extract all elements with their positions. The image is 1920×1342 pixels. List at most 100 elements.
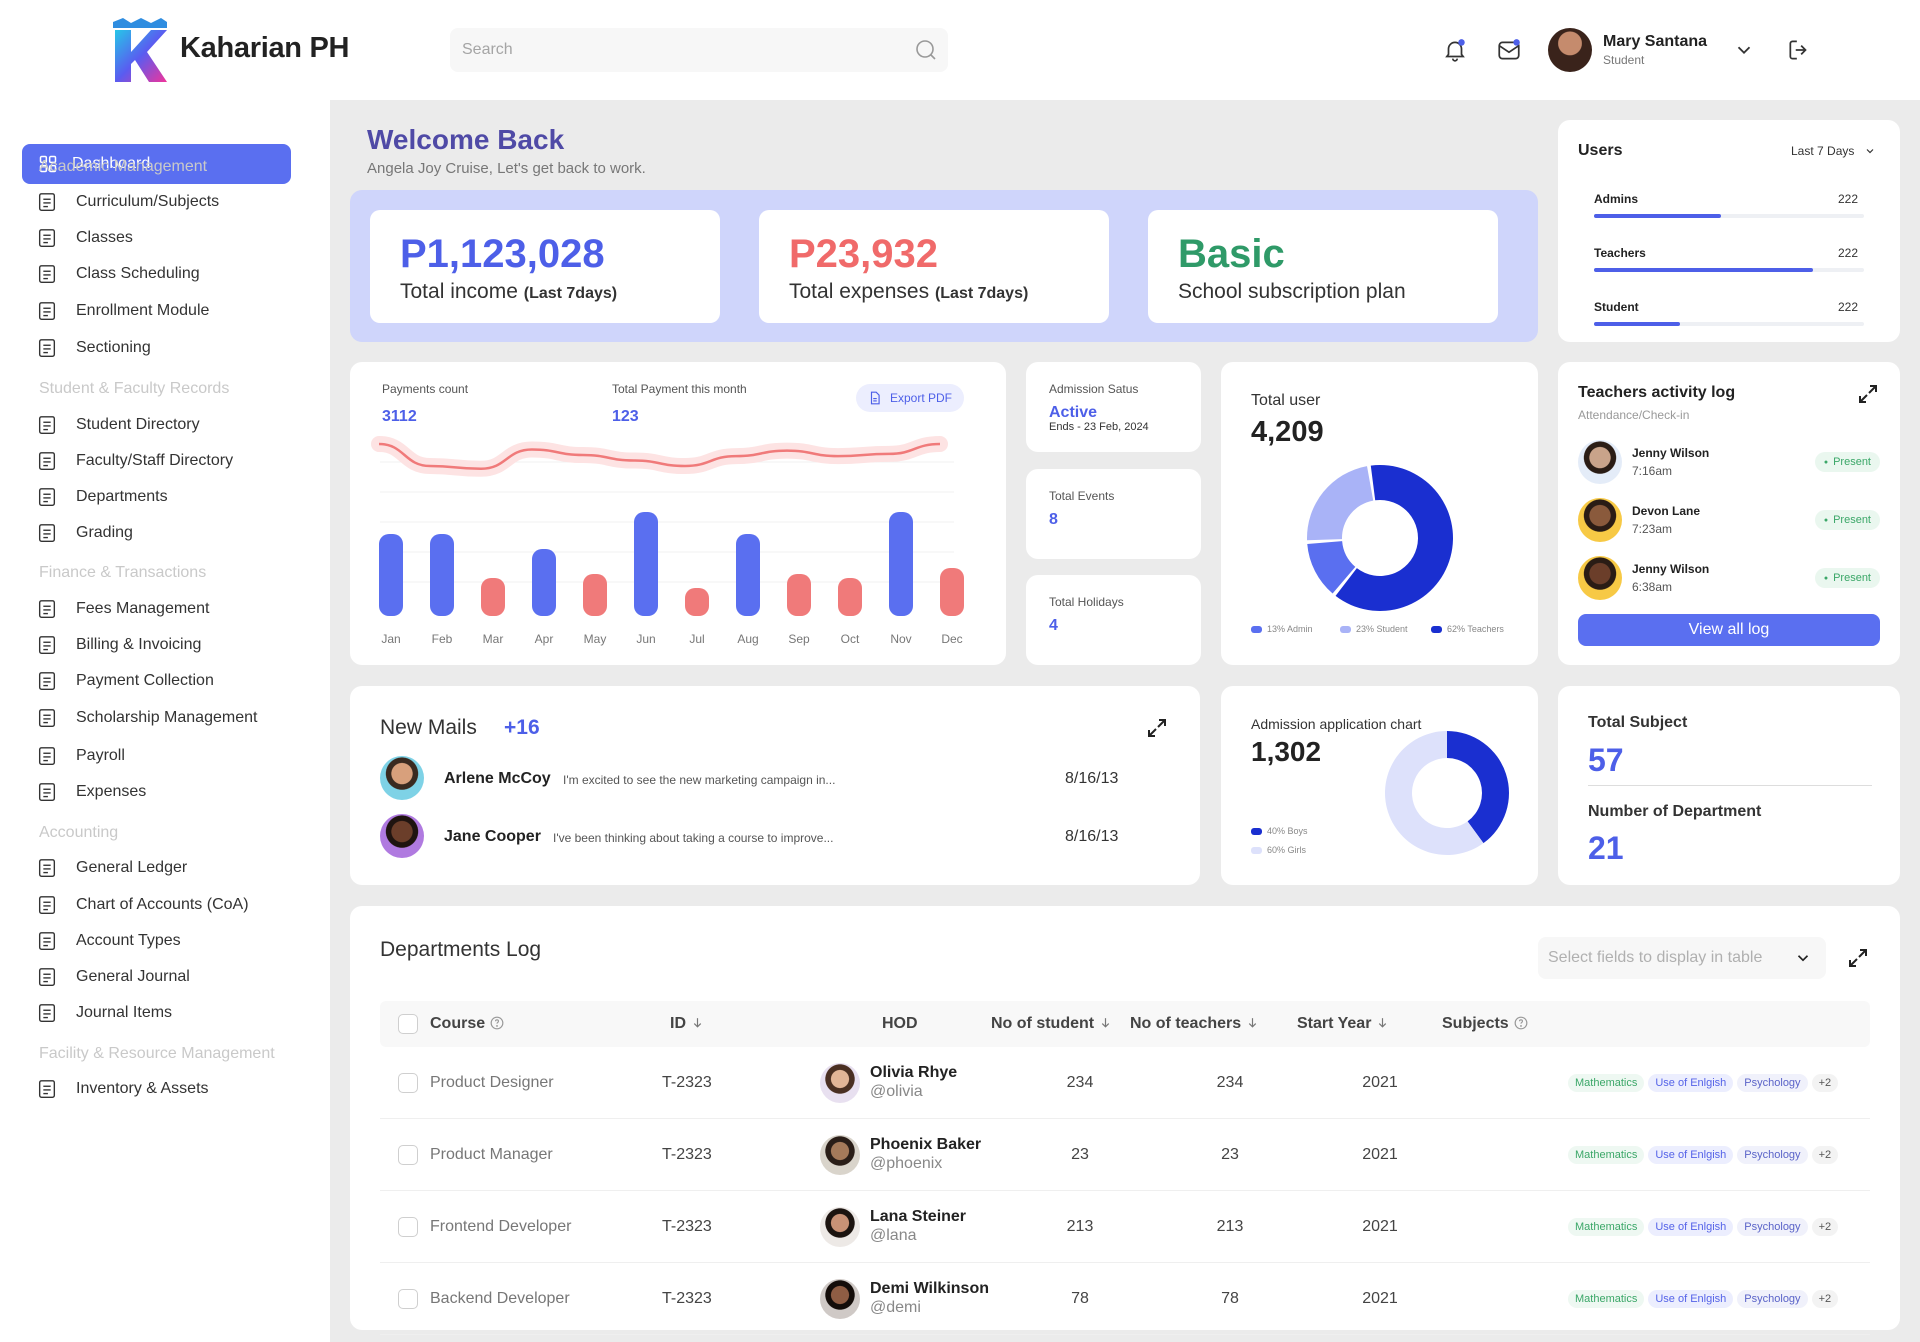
- users-row-value: 222: [1838, 300, 1859, 314]
- select-all-checkbox[interactable]: [398, 1014, 418, 1034]
- export-pdf-button[interactable]: Export PDF: [856, 384, 964, 412]
- sidebar-item-departments[interactable]: Departments: [36, 485, 168, 509]
- subjects-cell: Mathematics Use of Enlgish Psychology +2: [1568, 1145, 1842, 1164]
- id-cell: T-2323: [662, 1074, 712, 1091]
- subject-chip[interactable]: Use of Enlgish: [1648, 1218, 1734, 1236]
- table-row[interactable]: Product Designer T-2323 Olivia Rhye @olivia…: [380, 1047, 1870, 1119]
- mail-preview[interactable]: I'm excited to see the new marketing cam…: [563, 773, 836, 787]
- subject-chip[interactable]: Psychology: [1737, 1290, 1808, 1308]
- subject-chip[interactable]: Mathematics: [1568, 1146, 1645, 1164]
- row-checkbox[interactable]: [398, 1073, 418, 1093]
- chevron-down-icon[interactable]: [1733, 39, 1755, 61]
- sidebar-item-scholarship-management[interactable]: Scholarship Management: [36, 706, 257, 730]
- subject-chip[interactable]: +2: [1811, 1146, 1839, 1164]
- sidebar-item-journal-items[interactable]: Journal Items: [36, 1001, 172, 1025]
- mail-sender[interactable]: Jane Cooper: [444, 828, 541, 845]
- expand-icon[interactable]: [1846, 946, 1870, 970]
- user-avatar[interactable]: [1548, 28, 1592, 72]
- sidebar-item-label: Billing & Invoicing: [76, 636, 202, 653]
- subject-chip[interactable]: Mathematics: [1568, 1074, 1645, 1092]
- subject-chip[interactable]: Use of Enlgish: [1648, 1074, 1734, 1092]
- students-cell: 23: [1071, 1146, 1089, 1163]
- column-header[interactable]: Start Year: [1297, 1015, 1389, 1033]
- expand-icon[interactable]: [1856, 382, 1880, 406]
- sidebar-item-fees-management[interactable]: Fees Management: [36, 597, 209, 621]
- sidebar-section-title: Finance & Transactions: [39, 564, 207, 581]
- table-header: Course ID HOD No of student No of teachers St…: [380, 1001, 1870, 1047]
- mail-preview[interactable]: I've been thinking about taking a course…: [553, 831, 834, 845]
- subject-chip[interactable]: Use of Enlgish: [1648, 1290, 1734, 1308]
- sidebar-item-billing-invoicing[interactable]: Billing & Invoicing: [36, 633, 201, 657]
- sidebar-item-payroll[interactable]: Payroll: [36, 744, 125, 768]
- row-checkbox[interactable]: [398, 1217, 418, 1237]
- fields-select[interactable]: Select fields to display in table: [1538, 937, 1826, 979]
- sidebar-item-class-scheduling[interactable]: Class Scheduling: [36, 262, 200, 286]
- row-checkbox[interactable]: [398, 1145, 418, 1165]
- sort-down-icon[interactable]: [1376, 1016, 1389, 1029]
- sidebar-item-student-directory[interactable]: Student Directory: [36, 413, 200, 437]
- sidebar: Dashboard Academic Management Curriculum/…: [0, 100, 330, 1342]
- search-icon[interactable]: [914, 38, 938, 62]
- bell-icon[interactable]: [1442, 37, 1468, 63]
- brand-logo[interactable]: [111, 18, 169, 84]
- sidebar-item-inventory-assets[interactable]: Inventory & Assets: [36, 1077, 209, 1101]
- payments-count-value: 3112: [382, 408, 417, 425]
- sidebar-item-sectioning[interactable]: Sectioning: [36, 336, 151, 360]
- sort-down-icon[interactable]: [691, 1016, 704, 1029]
- users-range-select[interactable]: Last 7 Days: [1791, 144, 1876, 158]
- subject-chip[interactable]: Psychology: [1737, 1074, 1808, 1092]
- logout-icon[interactable]: [1786, 37, 1812, 63]
- sidebar-item-enrollment-module[interactable]: Enrollment Module: [36, 299, 209, 323]
- subject-chip[interactable]: Psychology: [1737, 1146, 1808, 1164]
- sidebar-item-general-journal[interactable]: General Journal: [36, 965, 190, 989]
- mail-sender[interactable]: Arlene McCoy: [444, 770, 551, 787]
- column-header[interactable]: No of student: [991, 1015, 1112, 1033]
- sidebar-item-account-types[interactable]: Account Types: [36, 929, 181, 953]
- column-header[interactable]: ID: [670, 1015, 704, 1033]
- mail-icon[interactable]: [1496, 37, 1522, 63]
- sidebar-item-payment-collection[interactable]: Payment Collection: [36, 669, 214, 693]
- subject-chip[interactable]: Use of Enlgish: [1648, 1146, 1734, 1164]
- subject-chip[interactable]: Mathematics: [1568, 1290, 1645, 1308]
- department-count-value: 21: [1588, 830, 1624, 866]
- year-cell: 2021: [1362, 1290, 1398, 1307]
- help-icon[interactable]: [490, 1016, 504, 1030]
- subject-chip[interactable]: +2: [1811, 1074, 1839, 1092]
- help-icon[interactable]: [1514, 1016, 1528, 1030]
- x-tick-label: Jan: [381, 632, 400, 646]
- brand-name: Kaharian PH: [180, 32, 350, 64]
- subject-chip[interactable]: +2: [1811, 1218, 1839, 1236]
- sidebar-item-classes[interactable]: Classes: [36, 226, 133, 250]
- column-header[interactable]: Course: [430, 1015, 504, 1033]
- sidebar-item-faculty-staff-directory[interactable]: Faculty/Staff Directory: [36, 449, 233, 473]
- users-row-label: Admins: [1594, 192, 1639, 206]
- doc-icon: [38, 636, 56, 654]
- sidebar-item-grading[interactable]: Grading: [36, 521, 133, 545]
- welcome-title: Welcome Back: [367, 124, 565, 155]
- column-header[interactable]: HOD: [882, 1015, 918, 1032]
- sort-down-icon[interactable]: [1099, 1016, 1112, 1029]
- view-all-log-button[interactable]: View all log: [1578, 614, 1880, 646]
- admission-chart-card: Admission application chart 1,302 40% Bo…: [1221, 686, 1538, 885]
- sidebar-item-curriculum-subjects[interactable]: Curriculum/Subjects: [36, 190, 219, 214]
- sidebar-item-general-ledger[interactable]: General Ledger: [36, 856, 187, 880]
- row-checkbox[interactable]: [398, 1289, 418, 1309]
- search-input[interactable]: [450, 28, 948, 72]
- payments-month-value: 123: [612, 408, 639, 425]
- sidebar-item-dashboard[interactable]: Dashboard: [22, 144, 291, 184]
- plan-label: School subscription plan: [1178, 280, 1406, 303]
- sort-down-icon[interactable]: [1246, 1016, 1259, 1029]
- table-row[interactable]: Frontend Developer T-2323 Lana Steiner @lan…: [380, 1191, 1870, 1263]
- sidebar-item-expenses[interactable]: Expenses: [36, 780, 146, 804]
- sidebar-item-label: Curriculum/Subjects: [76, 193, 220, 210]
- subject-chip[interactable]: Psychology: [1737, 1218, 1808, 1236]
- table-row[interactable]: Backend Developer T-2323 Demi Wilkinson @de…: [380, 1263, 1870, 1335]
- subject-chip[interactable]: +2: [1811, 1290, 1839, 1308]
- column-header[interactable]: Subjects: [1442, 1015, 1528, 1033]
- column-header[interactable]: No of teachers: [1130, 1015, 1259, 1033]
- sidebar-item-chart-of-accounts-coa[interactable]: Chart of Accounts (CoA): [36, 893, 249, 917]
- table-row[interactable]: Product Manager T-2323 Phoenix Baker @phoen…: [380, 1119, 1870, 1191]
- subject-chip[interactable]: Mathematics: [1568, 1218, 1645, 1236]
- expand-icon[interactable]: [1145, 716, 1169, 740]
- bar-dec: [940, 568, 964, 616]
